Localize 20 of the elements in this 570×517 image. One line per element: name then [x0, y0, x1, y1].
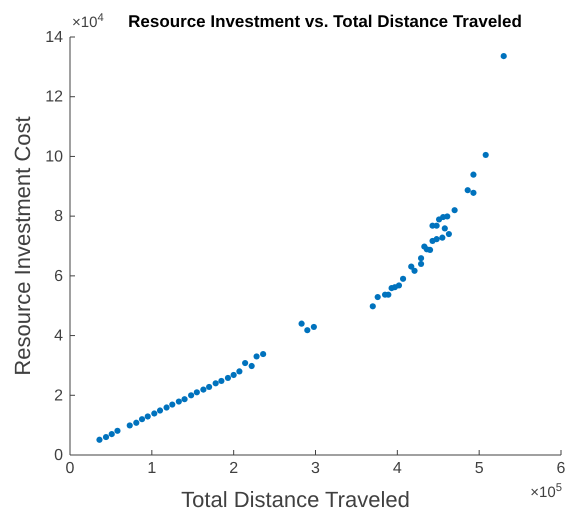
y-axis-title: Resource Investment Cost	[10, 116, 35, 376]
x-tick-label: 5	[474, 460, 484, 477]
y-tick-label: 6	[54, 268, 64, 285]
y-tick-label: 4	[54, 328, 64, 345]
y-tick-label: 0	[54, 447, 64, 464]
y-tick-label: 2	[54, 387, 64, 404]
y-tick-label: 10	[45, 148, 64, 166]
y-tick-label: 12	[45, 88, 64, 106]
x-tick-label: 2	[229, 460, 238, 477]
x-tick-label: 0	[66, 460, 75, 477]
y-tick-label: 14	[45, 29, 64, 46]
x-tick-label: 6	[556, 460, 566, 477]
x-axis-title: Total Distance Traveled	[181, 487, 410, 512]
x-tick-label: 3	[311, 460, 320, 477]
text: ×10$^{4}$	[72, 12, 104, 31]
chart-title: Resource Investment vs. Total Distance Traveled	[128, 12, 522, 31]
x-tick-label: 4	[392, 460, 402, 477]
text: ×10$^{5}$	[530, 482, 562, 501]
y-tick-label: 8	[54, 208, 64, 226]
x-tick-label: 1	[147, 460, 156, 477]
